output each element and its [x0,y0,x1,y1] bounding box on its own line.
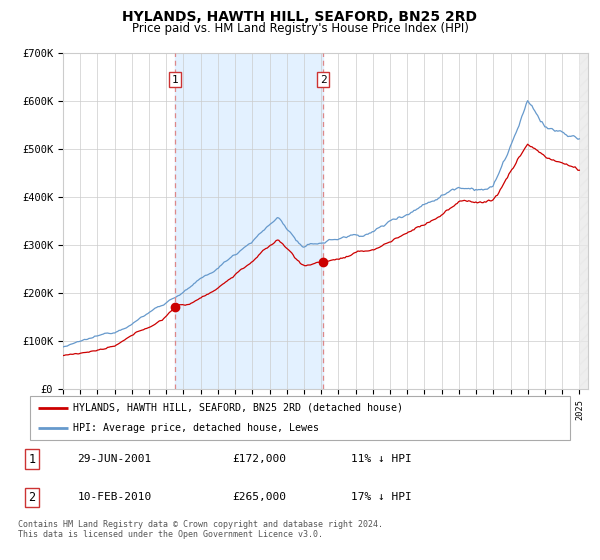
Text: HYLANDS, HAWTH HILL, SEAFORD, BN25 2RD: HYLANDS, HAWTH HILL, SEAFORD, BN25 2RD [122,10,478,24]
Text: 2: 2 [320,74,326,85]
Text: Price paid vs. HM Land Registry's House Price Index (HPI): Price paid vs. HM Land Registry's House … [131,22,469,35]
Text: 2: 2 [29,491,35,504]
Text: £172,000: £172,000 [232,454,286,464]
FancyBboxPatch shape [30,396,570,440]
Text: 1: 1 [172,74,178,85]
Text: 29-JUN-2001: 29-JUN-2001 [77,454,151,464]
Text: 1: 1 [29,452,35,465]
Bar [580,53,588,389]
Text: HPI: Average price, detached house, Lewes: HPI: Average price, detached house, Lewe… [73,423,319,433]
Text: 10-FEB-2010: 10-FEB-2010 [77,492,151,502]
Text: 17% ↓ HPI: 17% ↓ HPI [351,492,412,502]
Text: Contains HM Land Registry data © Crown copyright and database right 2024.
This d: Contains HM Land Registry data © Crown c… [18,520,383,539]
Bar [175,53,323,389]
Text: HYLANDS, HAWTH HILL, SEAFORD, BN25 2RD (detached house): HYLANDS, HAWTH HILL, SEAFORD, BN25 2RD (… [73,403,403,413]
Text: £265,000: £265,000 [232,492,286,502]
Text: 11% ↓ HPI: 11% ↓ HPI [351,454,412,464]
